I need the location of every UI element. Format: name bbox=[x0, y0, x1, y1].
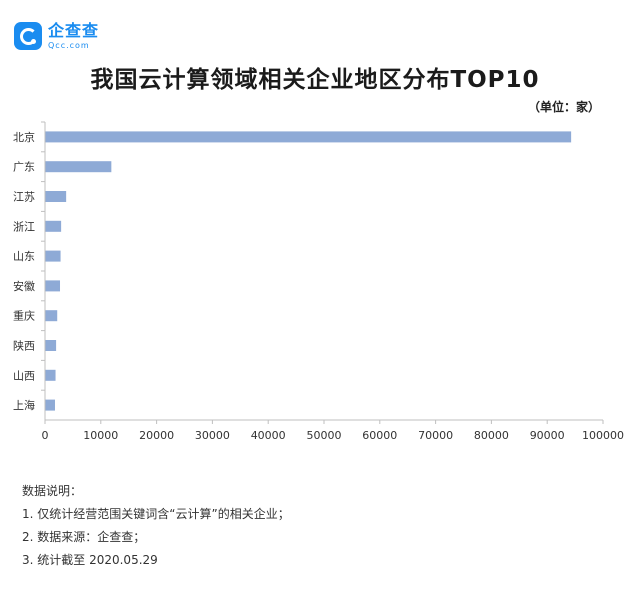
category-label: 山东 bbox=[13, 250, 35, 263]
notes-heading: 数据说明： bbox=[22, 484, 83, 498]
x-tick-label: 40000 bbox=[251, 429, 286, 442]
bar-6 bbox=[45, 310, 58, 322]
qcc-logo-icon bbox=[14, 22, 42, 50]
logo-sub: Qcc.com bbox=[48, 40, 90, 50]
bar-4 bbox=[45, 250, 61, 262]
category-label: 广东 bbox=[13, 161, 35, 174]
category-label: 重庆 bbox=[13, 309, 35, 323]
bar-0 bbox=[45, 131, 572, 143]
logo: 企查查 Qcc.com bbox=[14, 22, 99, 50]
category-label: 浙江 bbox=[13, 220, 35, 233]
unit-label: （单位：家） bbox=[527, 100, 600, 114]
x-tick-label: 90000 bbox=[530, 429, 565, 442]
note-item-1: 1. 仅统计经营范围关键词含“云计算”的相关企业； bbox=[22, 507, 290, 521]
x-tick-label: 10000 bbox=[83, 429, 118, 442]
x-tick-label: 80000 bbox=[474, 429, 509, 442]
x-tick-label: 60000 bbox=[362, 429, 397, 442]
bar-7 bbox=[45, 340, 57, 351]
note-item-2: 2. 数据来源：企查查； bbox=[22, 530, 146, 544]
bar-8 bbox=[45, 369, 56, 381]
x-tick-label: 50000 bbox=[307, 429, 342, 442]
x-tick-label: 20000 bbox=[139, 429, 174, 442]
bar-3 bbox=[45, 220, 62, 232]
x-tick-label: 0 bbox=[42, 429, 49, 442]
category-label: 上海 bbox=[13, 398, 35, 412]
bar-5 bbox=[45, 280, 61, 292]
bar-1 bbox=[45, 161, 112, 173]
category-label: 陕西 bbox=[13, 339, 35, 353]
category-label: 山西 bbox=[13, 369, 35, 382]
category-label: 北京 bbox=[13, 130, 35, 144]
category-label: 江苏 bbox=[13, 191, 35, 204]
x-tick-label: 30000 bbox=[195, 429, 230, 442]
data-notes: 数据说明： 1. 仅统计经营范围关键词含“云计算”的相关企业； 2. 数据来源：… bbox=[22, 480, 290, 572]
x-tick-label: 70000 bbox=[418, 429, 453, 442]
logo-name: 企查查 bbox=[48, 20, 100, 40]
chart-title: 我国云计算领域相关企业地区分布TOP10 bbox=[90, 67, 540, 93]
bar-2 bbox=[45, 191, 67, 202]
x-tick-label: 100000 bbox=[582, 429, 624, 442]
bar-9 bbox=[45, 399, 55, 411]
note-item-3: 3. 统计截至 2020.05.29 bbox=[22, 553, 158, 567]
category-label: 安徽 bbox=[13, 279, 35, 293]
